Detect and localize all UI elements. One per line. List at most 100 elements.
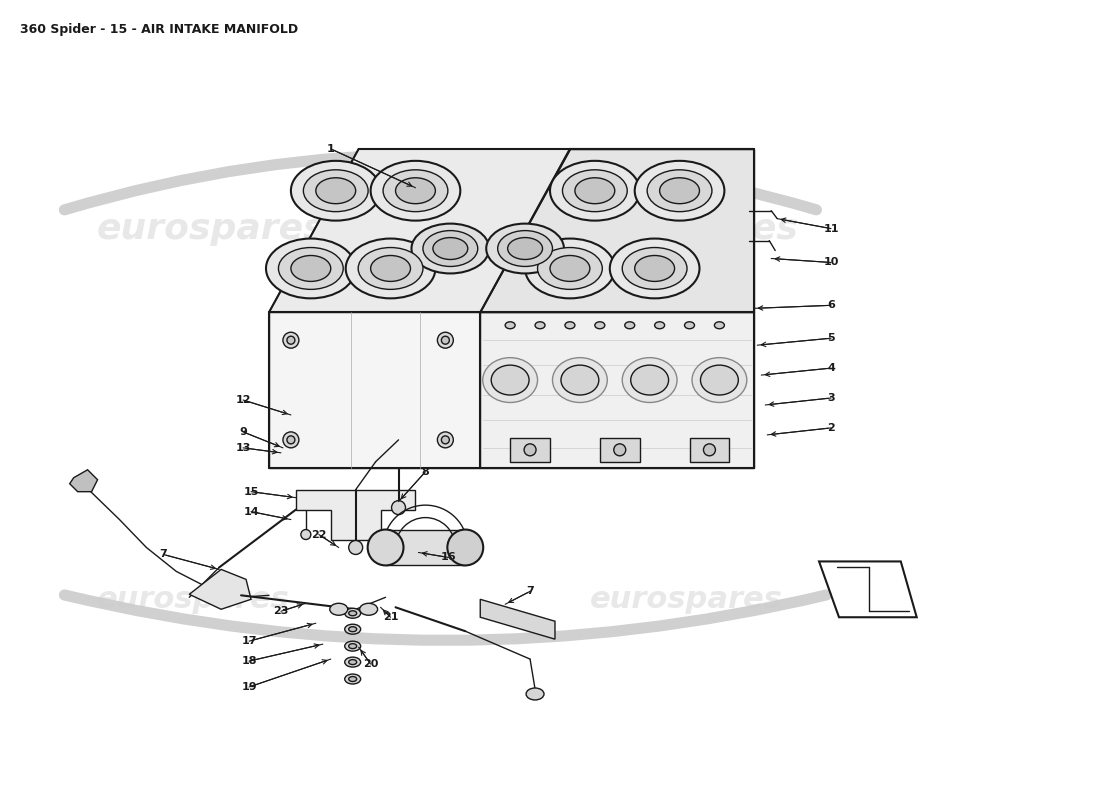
Text: eurospares: eurospares [97,585,289,614]
Ellipse shape [287,336,295,344]
Text: 18: 18 [241,656,256,666]
Ellipse shape [396,178,436,204]
Ellipse shape [714,322,725,329]
Ellipse shape [654,322,664,329]
Ellipse shape [438,332,453,348]
Ellipse shape [344,674,361,684]
Ellipse shape [565,322,575,329]
Polygon shape [386,530,465,566]
Text: 3: 3 [827,393,835,403]
Text: 22: 22 [311,530,327,539]
Text: 2: 2 [827,423,835,433]
Text: 9: 9 [239,427,248,437]
Polygon shape [481,312,755,468]
Ellipse shape [623,247,688,290]
Ellipse shape [492,365,529,395]
Ellipse shape [507,238,542,259]
Polygon shape [189,570,251,610]
Bar [690,438,729,462]
Ellipse shape [623,358,678,402]
Ellipse shape [486,224,564,274]
Ellipse shape [561,365,598,395]
Text: 19: 19 [241,682,257,692]
Text: 15: 15 [243,486,258,497]
Polygon shape [481,599,556,639]
Ellipse shape [441,336,450,344]
Text: 360 Spider - 15 - AIR INTAKE MANIFOLD: 360 Spider - 15 - AIR INTAKE MANIFOLD [20,23,298,36]
Ellipse shape [647,170,712,212]
Ellipse shape [344,624,361,634]
Ellipse shape [359,247,422,290]
Ellipse shape [316,178,355,204]
Text: 1: 1 [327,144,334,154]
Ellipse shape [266,238,355,298]
Ellipse shape [552,358,607,402]
Ellipse shape [283,332,299,348]
Text: 5: 5 [827,334,835,343]
Ellipse shape [505,322,515,329]
Ellipse shape [290,161,381,221]
Text: 4: 4 [827,363,835,373]
Ellipse shape [290,255,331,282]
Text: eurospares: eurospares [97,211,326,246]
Ellipse shape [360,603,377,615]
Ellipse shape [433,238,468,259]
Text: 6: 6 [827,300,835,310]
Ellipse shape [692,358,747,402]
Text: eurospares: eurospares [590,585,782,614]
Ellipse shape [422,230,477,266]
Ellipse shape [550,255,590,282]
Ellipse shape [535,322,544,329]
Ellipse shape [441,436,450,444]
Ellipse shape [526,688,544,700]
Ellipse shape [635,255,674,282]
Ellipse shape [704,444,715,456]
Ellipse shape [660,178,700,204]
Ellipse shape [448,530,483,566]
Bar [600,438,640,462]
Text: 21: 21 [383,612,398,622]
Text: 7: 7 [160,550,167,559]
Text: 10: 10 [823,258,838,267]
Ellipse shape [525,238,615,298]
Polygon shape [296,490,416,539]
Ellipse shape [575,178,615,204]
Text: 23: 23 [273,606,288,616]
Ellipse shape [344,641,361,651]
Ellipse shape [392,501,406,514]
Text: 16: 16 [440,553,456,562]
Polygon shape [270,312,481,468]
Ellipse shape [344,657,361,667]
Ellipse shape [371,255,410,282]
Ellipse shape [349,644,356,649]
Ellipse shape [483,358,538,402]
Ellipse shape [562,170,627,212]
Polygon shape [69,470,98,492]
Ellipse shape [635,161,725,221]
Ellipse shape [278,247,343,290]
Ellipse shape [283,432,299,448]
Ellipse shape [538,247,603,290]
Text: 14: 14 [243,506,258,517]
Ellipse shape [371,161,460,221]
Ellipse shape [287,436,295,444]
Text: 11: 11 [823,223,839,234]
Ellipse shape [367,530,404,566]
Text: autospares: autospares [570,211,798,246]
Ellipse shape [609,238,700,298]
Ellipse shape [349,677,356,682]
Ellipse shape [349,659,356,665]
Text: 8: 8 [421,466,429,477]
Ellipse shape [330,603,348,615]
Ellipse shape [345,238,436,298]
Ellipse shape [304,170,368,212]
Ellipse shape [349,541,363,554]
Ellipse shape [344,608,361,618]
Polygon shape [270,149,570,312]
Ellipse shape [614,444,626,456]
Polygon shape [481,149,755,312]
Ellipse shape [411,224,490,274]
Ellipse shape [524,444,536,456]
Ellipse shape [497,230,552,266]
Ellipse shape [301,530,311,539]
